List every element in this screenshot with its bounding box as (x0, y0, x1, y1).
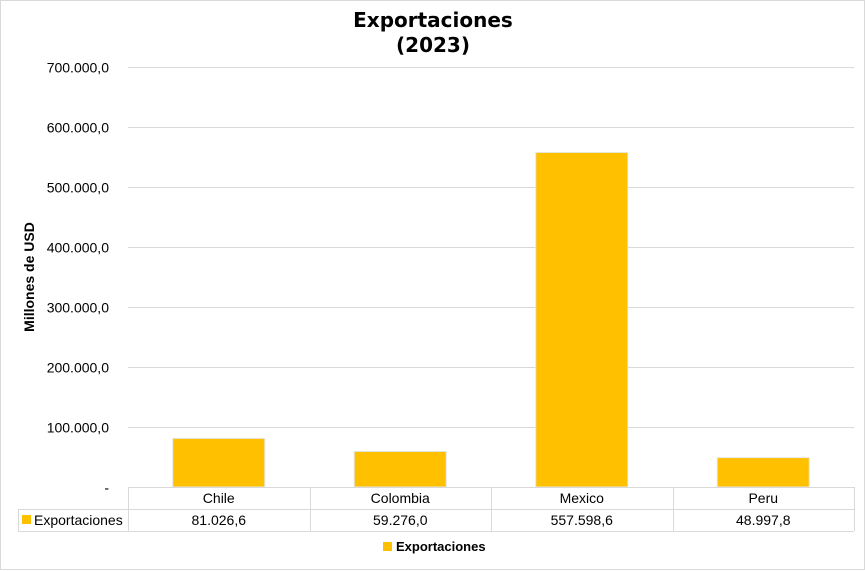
y-tick-label: 100.000,0 (47, 420, 109, 436)
y-tick-label: 200.000,0 (47, 360, 109, 376)
category-label: Chile (203, 490, 235, 506)
data-label: 59.276,0 (373, 512, 428, 528)
category-label: Mexico (560, 490, 605, 506)
data-label: 81.026,6 (192, 512, 247, 528)
bar-series (172, 151, 810, 488)
y-tick-label: 600.000,0 (47, 120, 109, 136)
gridlines (128, 67, 854, 428)
y-axis-ticks: - 100.000,0 200.000,0 300.000,0 400.000,0 500… (47, 60, 110, 496)
chart-title: Exportaciones (353, 8, 513, 32)
y-tick-label: 300.000,0 (47, 300, 109, 316)
y-tick-label: 500.000,0 (47, 180, 109, 196)
legend: Exportaciones (383, 539, 486, 554)
bar-peru (716, 457, 810, 488)
chart-subtitle: (2023) (396, 33, 470, 57)
bar-colombia (353, 450, 447, 488)
legend-label: Exportaciones (396, 539, 486, 554)
legend-swatch (383, 542, 392, 551)
bar-mexico (535, 151, 629, 488)
y-axis-label: Millones de USD (21, 222, 37, 332)
bar-chile (172, 437, 266, 488)
y-tick-label: 700.000,0 (47, 60, 109, 76)
category-label: Peru (748, 490, 778, 506)
data-label: 557.598,6 (551, 512, 613, 528)
y-tick-label: 400.000,0 (47, 240, 109, 256)
legend-key-swatch (22, 515, 31, 524)
data-label: 48.997,8 (736, 512, 791, 528)
table-series-name: Exportaciones (34, 512, 123, 528)
data-table: Chile 81.026,6 Colombia 59.276,0 Mexico 557.5… (18, 487, 855, 532)
category-label: Colombia (371, 490, 430, 506)
y-tick-label: - (104, 480, 109, 496)
